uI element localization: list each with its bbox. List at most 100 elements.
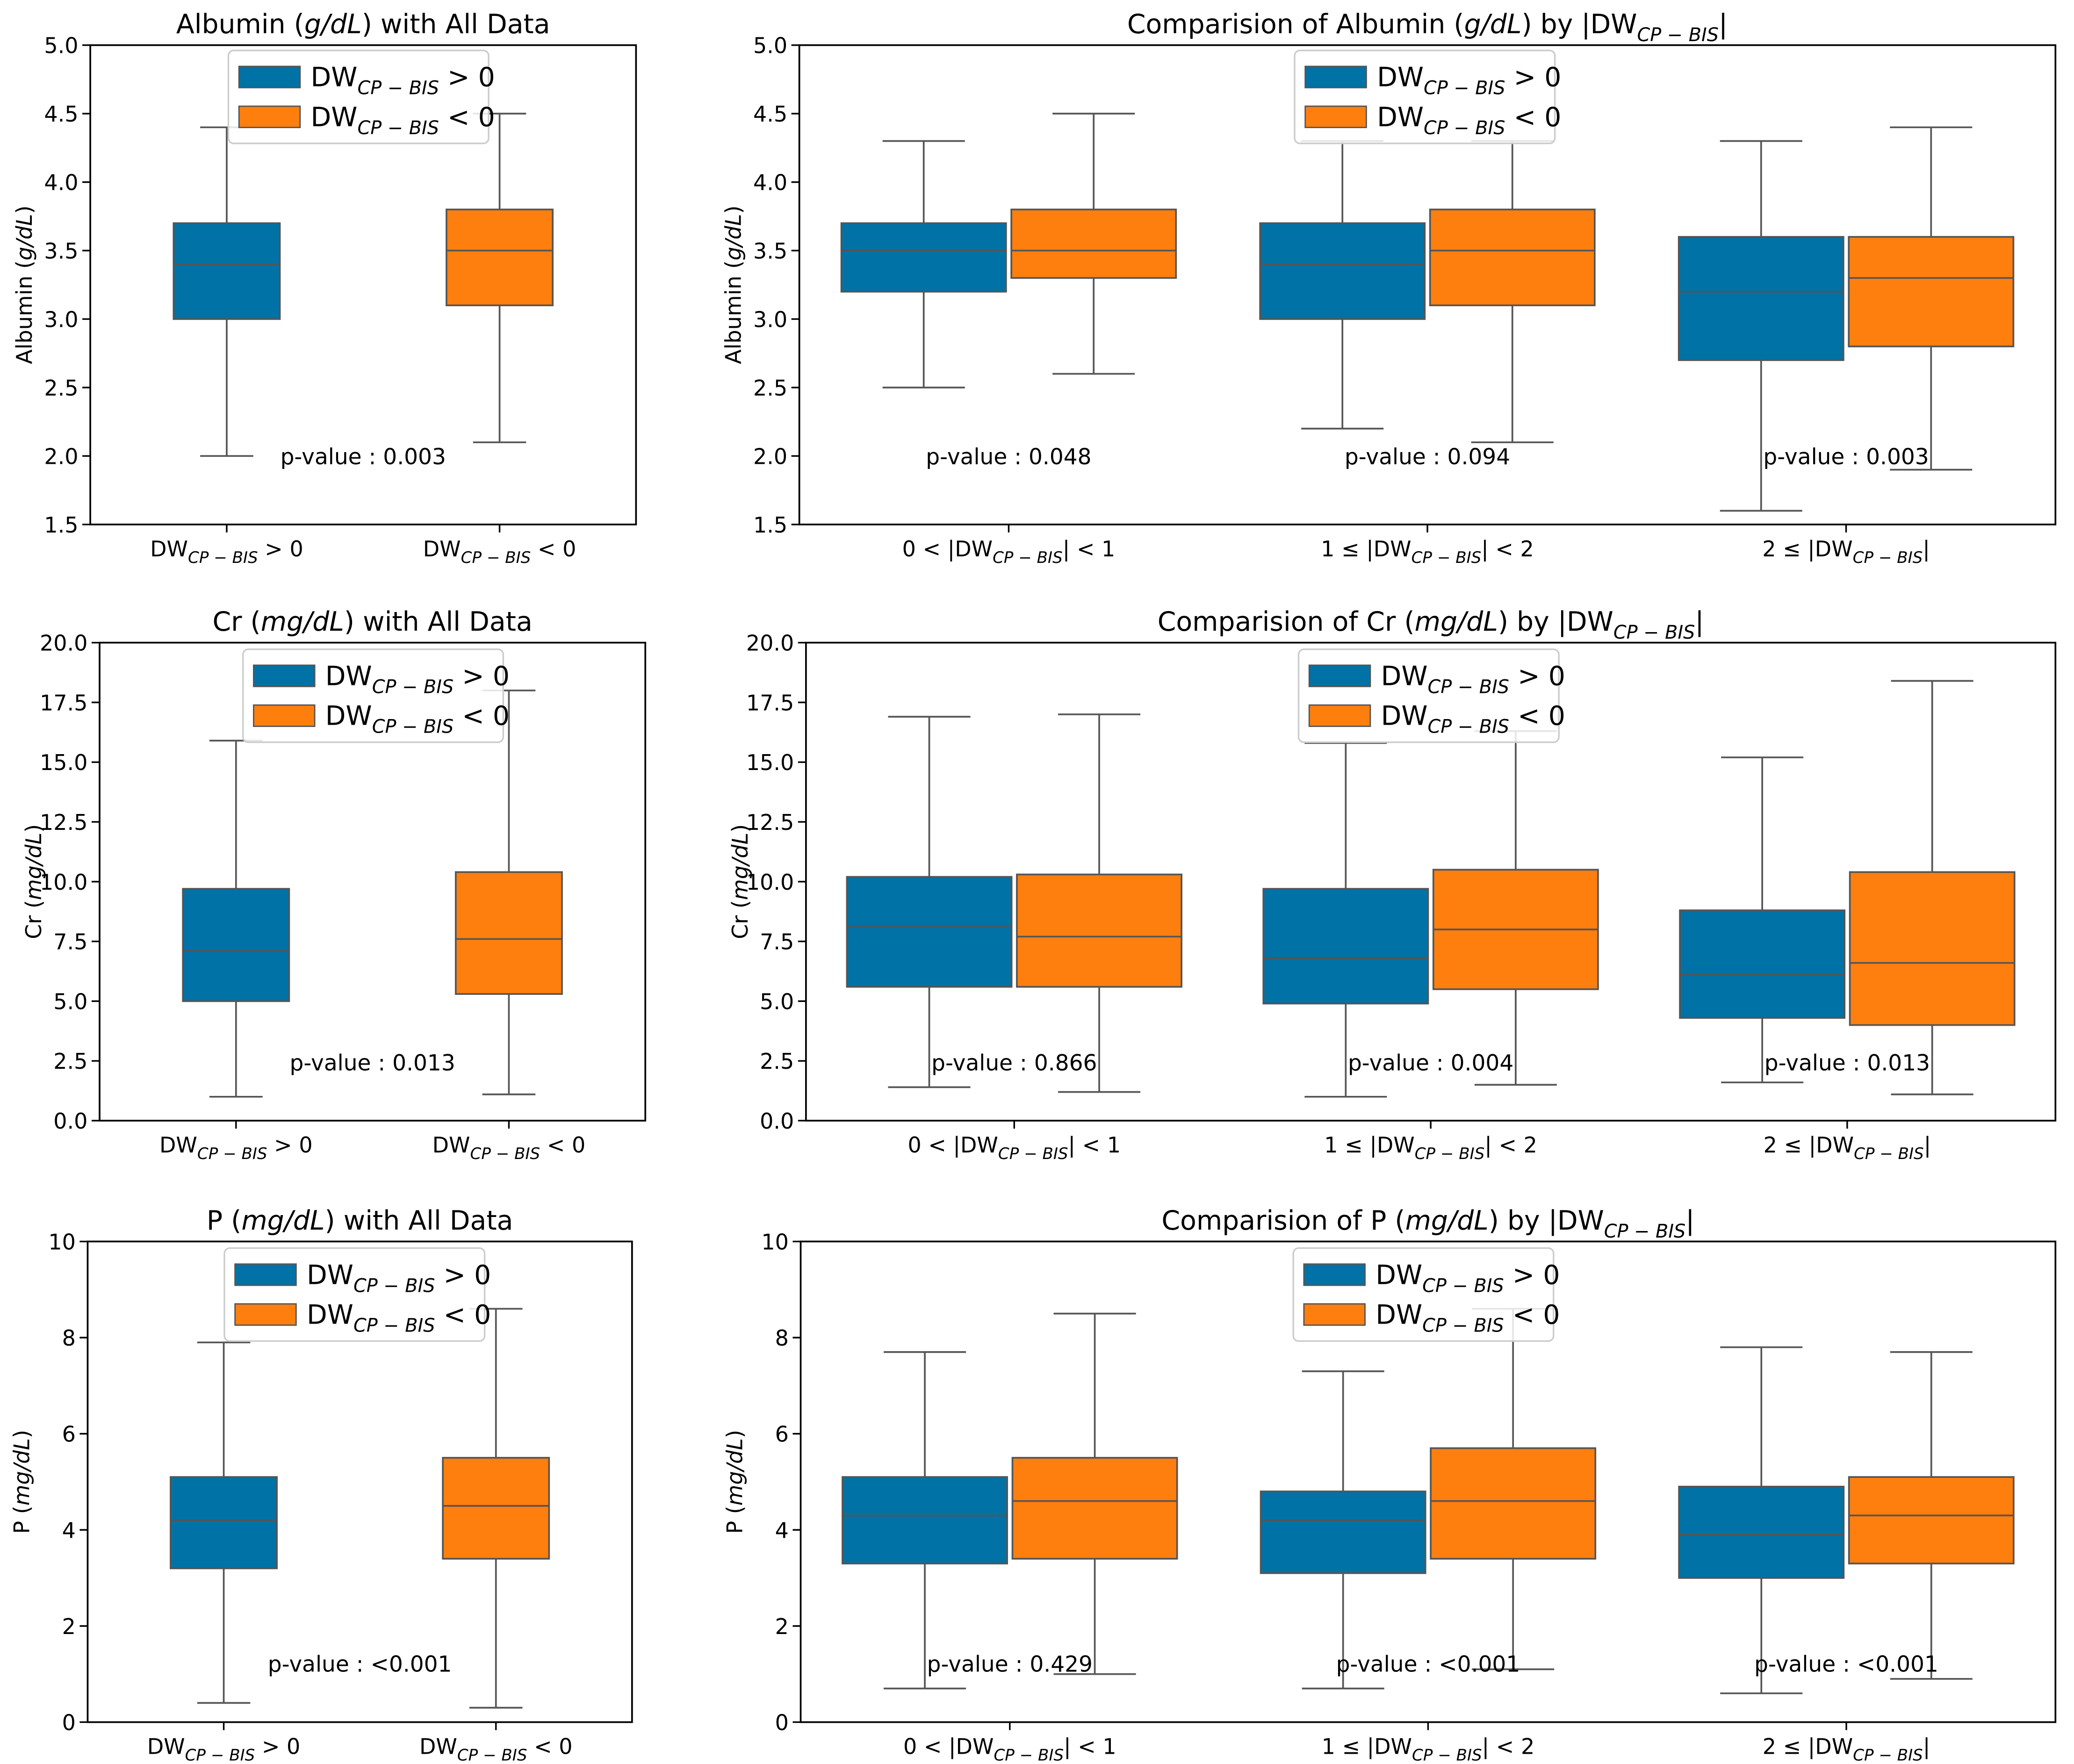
title-prefix: Comparision of Cr ( (1158, 606, 1415, 637)
label-base: DW (1374, 536, 1411, 562)
y-tick-label: 6 (62, 1422, 76, 1447)
title-subscript: CP − BIS (1613, 622, 1695, 643)
legend-swatch-negative (253, 704, 316, 727)
box-negative (446, 209, 554, 306)
y-tick-label: 2.0 (753, 444, 787, 469)
legend-swatch-negative (1303, 1303, 1366, 1326)
legend-relation: > 0 (454, 661, 510, 691)
label-suffix: | < 1 (1063, 536, 1116, 562)
x-tick-label: 1 ≤ |DWCP − BIS| < 2 (1324, 1132, 1537, 1163)
p-value-annotation: p-value : <0.001 (1754, 1652, 1938, 1678)
chart-panel-2: Comparision of Albumin (g/dL) by |DWCP −… (721, 9, 2057, 567)
ylabel-suffix: ) (727, 824, 753, 833)
legend-base: DW (311, 62, 358, 93)
legend-label-negative: DWCP − BIS < 0 (1381, 701, 1565, 738)
title-subscript: CP − BIS (1604, 1221, 1686, 1242)
y-tick-label: 1.5 (753, 512, 787, 538)
title-middle: ) by |DW (1498, 606, 1613, 637)
p-value-annotation: p-value : 0.003 (1763, 444, 1929, 470)
label-subscript: CP − BIS (461, 548, 531, 567)
legend-label-negative: DWCP − BIS < 0 (311, 102, 495, 139)
legend-base: DW (1381, 661, 1428, 691)
title-prefix: Comparision of Albumin ( (1127, 9, 1464, 40)
legend-base: DW (1375, 1260, 1422, 1290)
box-positive (182, 888, 290, 1002)
legend-relation: > 0 (1504, 1260, 1560, 1290)
legend-base: DW (1381, 701, 1428, 732)
y-tick-label: 0 (775, 1710, 789, 1735)
y-tick-label: 5.0 (53, 989, 87, 1014)
legend-swatch-negative (1304, 105, 1367, 129)
label-suffix: | < 1 (1064, 1734, 1116, 1760)
chart-title: Comparision of Albumin (g/dL) by |DWCP −… (1127, 9, 1728, 46)
legend-label-positive: DWCP − BIS > 0 (1375, 1260, 1560, 1296)
plot-frame (799, 1240, 2057, 1723)
chart-title: Albumin (g/dL) with All Data (176, 9, 550, 40)
title-suffix: ) with All Data (362, 9, 550, 40)
y-tick-label: 0.0 (760, 1109, 794, 1134)
label-base: DW (419, 1734, 457, 1759)
y-tick-label: 10.0 (746, 870, 794, 895)
x-tick-label: 0 < |DWCP − BIS| < 1 (903, 1734, 1116, 1764)
y-axis-label: P (mg/dL) (722, 1430, 748, 1534)
y-tick-label: 4.5 (44, 101, 78, 127)
label-base: DW (432, 1132, 470, 1158)
label-base: DW (423, 536, 461, 562)
title-unit: g/dL (304, 9, 362, 40)
legend-base: DW (307, 1260, 353, 1290)
x-tick-label: 0 < |DWCP − BIS| < 1 (907, 1132, 1121, 1163)
label-prefix: 2 ≤ | (1763, 1734, 1815, 1760)
p-value-annotation: p-value : 0.094 (1345, 444, 1510, 470)
y-tick-label: 2 (62, 1614, 76, 1639)
label-suffix: > 0 (267, 1132, 313, 1158)
x-tick-label: 2 ≤ |DWCP − BIS| (1764, 1132, 1931, 1163)
y-tick-label: 12.5 (40, 810, 87, 835)
label-base: DW (956, 1734, 994, 1759)
x-tick-label: 1 ≤ |DWCP − BIS| < 2 (1322, 1734, 1535, 1764)
plot-frame (805, 641, 2057, 1122)
y-tick-label: 8 (775, 1325, 789, 1351)
box-negative (1849, 871, 2016, 1026)
legend-swatch-positive (238, 65, 301, 88)
chart-title: Comparision of P (mg/dL) by |DWCP − BIS| (1161, 1205, 1694, 1242)
legend-subscript: CP − BIS (1428, 716, 1510, 738)
legend-relation: < 0 (1509, 701, 1565, 732)
legend-subscript: CP − BIS (353, 1275, 435, 1296)
label-prefix: 0 < | (907, 1132, 960, 1158)
legend-swatch-positive (234, 1263, 297, 1286)
legend-swatch-negative (234, 1303, 297, 1326)
ylabel-prefix: Cr ( (21, 900, 46, 939)
title-unit: g/dL (1464, 9, 1522, 40)
ylabel-unit: mg/dL (21, 833, 46, 900)
p-value-annotation: p-value : 0.866 (931, 1051, 1097, 1076)
label-subscript: CP − BIS (993, 548, 1063, 567)
legend-relation: < 0 (439, 102, 495, 133)
legend-subscript: CP − BIS (357, 78, 439, 99)
ylabel-prefix: Albumin ( (12, 260, 37, 364)
label-suffix: | (1923, 1734, 1930, 1760)
label-prefix: 0 < | (902, 536, 955, 562)
title-suffix: ) with All Data (344, 606, 533, 637)
label-subscript: CP − BIS (188, 548, 258, 567)
box-negative (1429, 209, 1596, 306)
title-unit: mg/dL (1415, 606, 1498, 637)
y-axis-label: P (mg/dL) (9, 1430, 34, 1534)
y-tick-label: 6 (775, 1422, 789, 1447)
y-tick-label: 2.0 (44, 444, 78, 469)
legend-swatch-negative (238, 105, 301, 129)
legend-subscript: CP − BIS (357, 117, 439, 139)
x-tick-label: 2 ≤ |DWCP − BIS| (1763, 1734, 1930, 1764)
x-tick-label: 2 ≤ |DWCP − BIS| (1762, 536, 1930, 567)
p-value-annotation: p-value : 0.013 (1764, 1051, 1930, 1076)
label-base: DW (150, 536, 188, 562)
title-unit: mg/dL (1405, 1205, 1489, 1236)
label-suffix: > 0 (258, 536, 303, 562)
box-positive (1678, 236, 1844, 361)
title-unit: mg/dL (241, 1205, 324, 1236)
label-suffix: > 0 (255, 1734, 300, 1759)
y-tick-label: 5.0 (760, 989, 794, 1014)
box-positive (1259, 222, 1426, 320)
